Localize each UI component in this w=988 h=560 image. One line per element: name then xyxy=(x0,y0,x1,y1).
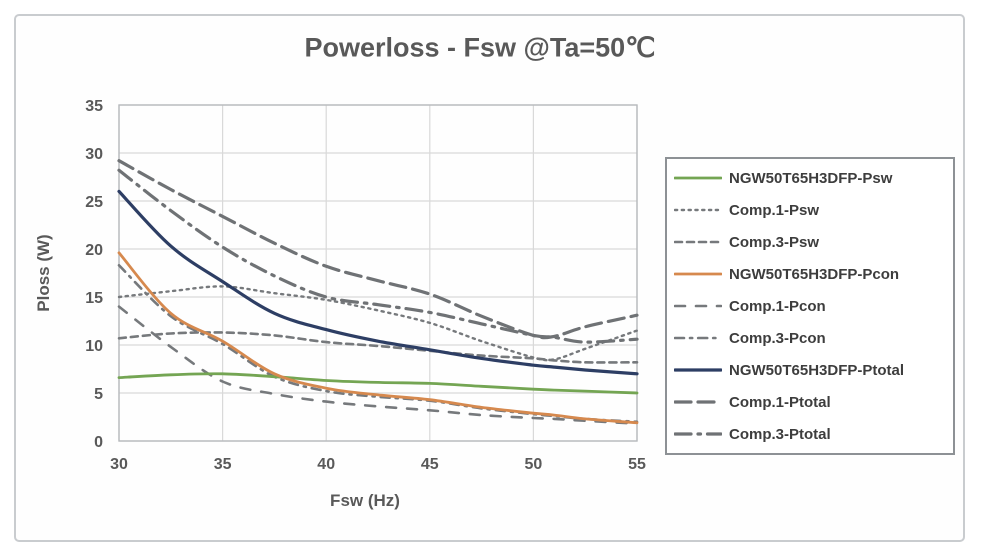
legend-label: NGW50T65H3DFP-Psw xyxy=(729,169,893,187)
legend-label: Comp.1-Psw xyxy=(729,201,820,219)
series-line-NGW50T65H3DFP-Pcon xyxy=(117,251,639,425)
legend-label: NGW50T65H3DFP-Ptotal xyxy=(729,361,905,379)
series-line-Comp.1-Ptotal xyxy=(117,159,639,340)
legend-item-Comp.1-Ptotal: Comp.1-Ptotal xyxy=(674,387,953,417)
y-tick-label: 20 xyxy=(85,242,103,259)
legend-key-line xyxy=(674,368,722,372)
y-tick-label: 15 xyxy=(85,290,103,307)
legend-key-line xyxy=(674,432,722,436)
legend-key-line xyxy=(674,176,722,180)
plot-border xyxy=(118,104,638,442)
legend-item-Comp.3-Pcon: Comp.3-Pcon xyxy=(674,323,953,353)
legend-item-Comp.1-Psw: Comp.1-Psw xyxy=(674,195,953,225)
legend-key-line xyxy=(674,208,722,212)
series-line-Comp.1-Psw xyxy=(117,285,639,362)
series-line-Comp.1-Pcon xyxy=(117,305,639,425)
series-line-NGW50T65H3DFP-Psw xyxy=(117,372,639,395)
x-tick-label: 55 xyxy=(628,456,646,473)
series-line-NGW50T65H3DFP-Ptotal xyxy=(117,189,639,376)
y-tick-label: 30 xyxy=(85,146,103,163)
series-line-Comp.3-Psw xyxy=(117,331,639,364)
series-line-Comp.3-Ptotal xyxy=(117,168,639,344)
legend-box: NGW50T65H3DFP-Psw Comp.1-Psw Comp.3-Psw NGW… xyxy=(665,157,955,455)
x-tick-label: 35 xyxy=(214,456,232,473)
x-axis-title: Fsw (Hz) xyxy=(330,491,400,510)
legend-item-NGW50T65H3DFP-Psw: NGW50T65H3DFP-Psw xyxy=(674,163,953,193)
y-tick-label: 25 xyxy=(85,194,103,211)
legend-key-line xyxy=(674,240,722,244)
y-tick-label: 5 xyxy=(94,386,103,403)
y-tick-label: 0 xyxy=(94,434,103,451)
y-tick-label: 35 xyxy=(85,98,103,115)
legend-item-Comp.3-Ptotal: Comp.3-Ptotal xyxy=(674,419,953,449)
x-tick-label: 45 xyxy=(421,456,439,473)
legend-item-Comp.3-Psw: Comp.3-Psw xyxy=(674,227,953,257)
legend-item-NGW50T65H3DFP-Pcon: NGW50T65H3DFP-Pcon xyxy=(674,259,953,289)
legend-label: NGW50T65H3DFP-Pcon xyxy=(729,265,900,283)
series-line-Comp.3-Pcon xyxy=(117,264,639,424)
legend-key-line xyxy=(674,400,722,404)
legend-key-line xyxy=(674,336,722,340)
x-tick-label: 40 xyxy=(317,456,335,473)
legend-item-NGW50T65H3DFP-Ptotal: NGW50T65H3DFP-Ptotal xyxy=(674,355,953,385)
legend-key-line xyxy=(674,304,722,308)
y-tick-label: 10 xyxy=(85,338,103,355)
legend-label: Comp.1-Pcon xyxy=(729,297,826,315)
legend-label: Comp.3-Ptotal xyxy=(729,425,831,443)
chart-title: Powerloss - Fsw @Ta=50℃ xyxy=(304,32,656,63)
legend-label: Comp.3-Pcon xyxy=(729,329,826,347)
legend-label: Comp.1-Ptotal xyxy=(729,393,831,411)
x-tick-label: 50 xyxy=(525,456,543,473)
x-tick-label: 30 xyxy=(110,456,128,473)
legend-label: Comp.3-Psw xyxy=(729,233,820,251)
legend-key-line xyxy=(674,272,722,276)
legend-item-Comp.1-Pcon: Comp.1-Pcon xyxy=(674,291,953,321)
